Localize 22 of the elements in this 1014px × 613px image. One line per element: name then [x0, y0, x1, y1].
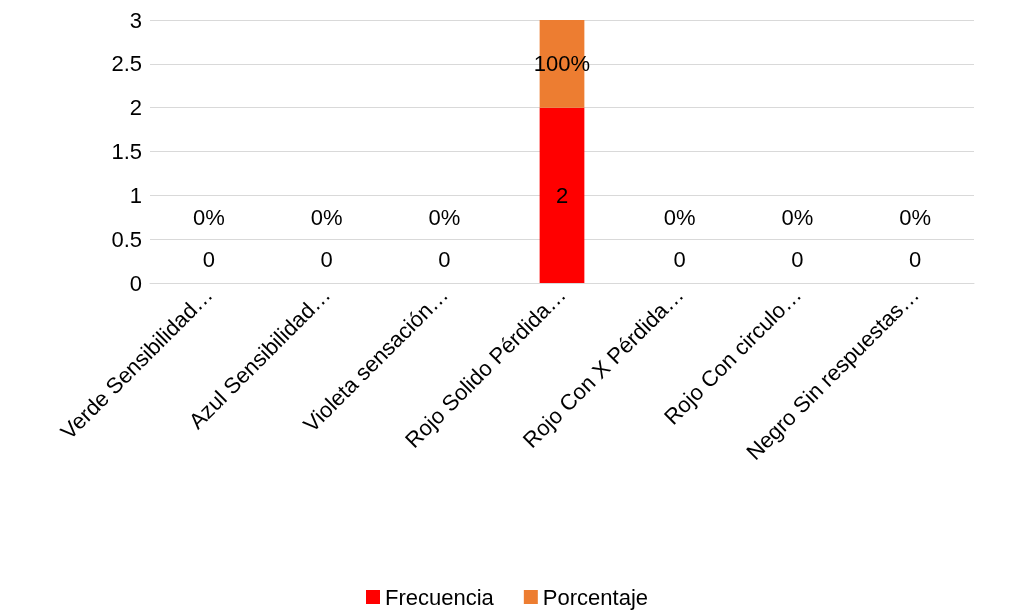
data-label: 0%: [781, 204, 814, 230]
legend-label: Porcentaje: [542, 584, 649, 610]
data-label: 2: [555, 182, 569, 208]
data-label: 0%: [310, 204, 343, 230]
y-tick-label: 0.5: [111, 226, 142, 252]
y-tick-label: 1.5: [111, 139, 142, 164]
legend-label: Frecuencia: [385, 584, 495, 610]
data-label: 0%: [428, 204, 461, 230]
y-tick-label: 2: [129, 95, 142, 121]
data-label: 0: [438, 246, 451, 272]
y-tick-label: 3: [129, 7, 142, 33]
data-label: 0: [791, 246, 804, 272]
data-label: 0%: [899, 204, 932, 230]
y-tick-label: 1: [129, 182, 142, 208]
data-label: 0: [909, 246, 922, 272]
data-label: 0: [673, 246, 686, 272]
y-tick-label: 0: [129, 270, 142, 296]
y-tick-label: 2.5: [111, 51, 142, 77]
data-label: 0%: [192, 204, 225, 230]
data-label: 0%: [663, 204, 696, 230]
data-label: 0: [320, 246, 333, 272]
data-label: 0: [202, 246, 215, 272]
